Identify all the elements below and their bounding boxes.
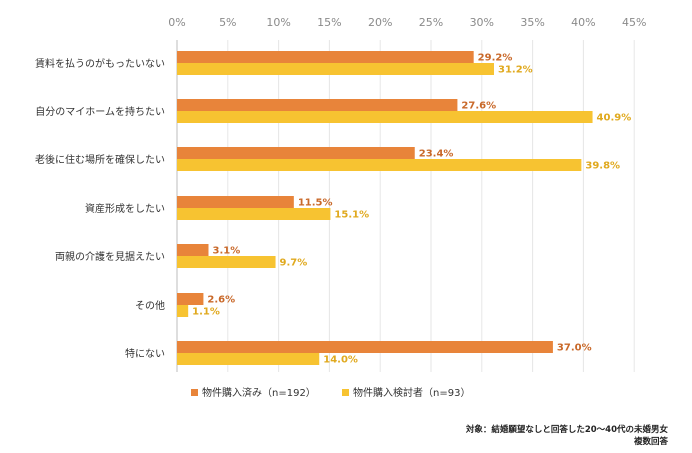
x-tick-label: 20% bbox=[368, 16, 392, 29]
data-label-series-2: 9.7% bbox=[280, 258, 308, 269]
bar-series-2 bbox=[177, 111, 593, 123]
x-tick-label: 10% bbox=[266, 16, 290, 29]
data-label-series-2: 40.9% bbox=[597, 113, 632, 124]
data-label-series-1: 27.6% bbox=[461, 101, 496, 112]
footnote-line-1: 対象：結婚願望なしと回答した20〜40代の未婚男女 bbox=[465, 424, 669, 435]
data-label-series-2: 39.8% bbox=[585, 161, 620, 172]
category-label: 両親の介護を見据えたい bbox=[55, 250, 165, 263]
data-label-series-1: 29.2% bbox=[478, 53, 513, 64]
data-label-series-2: 14.0% bbox=[323, 355, 358, 366]
bar-series-1 bbox=[177, 293, 204, 305]
x-tick-label: 35% bbox=[520, 16, 544, 29]
data-label-series-1: 23.4% bbox=[419, 149, 454, 160]
x-tick-label: 45% bbox=[622, 16, 646, 29]
data-label-series-1: 37.0% bbox=[557, 343, 592, 354]
category-label: 賃料を払うのがもったいない bbox=[35, 57, 165, 70]
bar-series-1 bbox=[177, 147, 415, 159]
data-label-series-1: 3.1% bbox=[212, 246, 240, 257]
bar-series-1 bbox=[177, 244, 209, 256]
bar-series-2 bbox=[177, 159, 582, 171]
data-label-series-1: 11.5% bbox=[298, 198, 333, 209]
x-tick-label: 40% bbox=[571, 16, 595, 29]
legend-swatch-series-2 bbox=[342, 389, 349, 396]
bar-series-1 bbox=[177, 196, 294, 208]
legend-label-series-1: 物件購入済み（n=192） bbox=[202, 386, 316, 399]
x-tick-label: 15% bbox=[317, 16, 341, 29]
data-label-series-2: 15.1% bbox=[334, 210, 369, 221]
legend-swatch-series-1 bbox=[191, 389, 198, 396]
bar-series-2 bbox=[177, 305, 189, 317]
x-tick-label: 0% bbox=[168, 16, 185, 29]
category-label: その他 bbox=[135, 299, 165, 312]
footnote-line-2: 複数回答 bbox=[633, 436, 669, 447]
bar-series-1 bbox=[177, 99, 458, 111]
x-tick-label: 25% bbox=[419, 16, 443, 29]
category-label: 資産形成をしたい bbox=[85, 202, 165, 215]
category-label: 老後に住む場所を確保したい bbox=[35, 153, 165, 166]
x-tick-label: 30% bbox=[470, 16, 494, 29]
data-label-series-1: 2.6% bbox=[207, 295, 235, 306]
data-label-series-2: 1.1% bbox=[192, 307, 220, 318]
x-tick-label: 5% bbox=[219, 16, 236, 29]
bar-series-1 bbox=[177, 51, 474, 63]
bar-series-2 bbox=[177, 256, 276, 268]
legend-label-series-2: 物件購入検討者（n=93） bbox=[353, 386, 470, 399]
category-label: 特にない bbox=[125, 348, 165, 360]
bar-series-2 bbox=[177, 63, 494, 75]
bar-series-2 bbox=[177, 353, 320, 365]
data-label-series-2: 31.2% bbox=[498, 65, 533, 76]
category-label: 自分のマイホームを持ちたい bbox=[35, 105, 165, 118]
bar-series-2 bbox=[177, 208, 331, 220]
bar-series-1 bbox=[177, 341, 553, 353]
